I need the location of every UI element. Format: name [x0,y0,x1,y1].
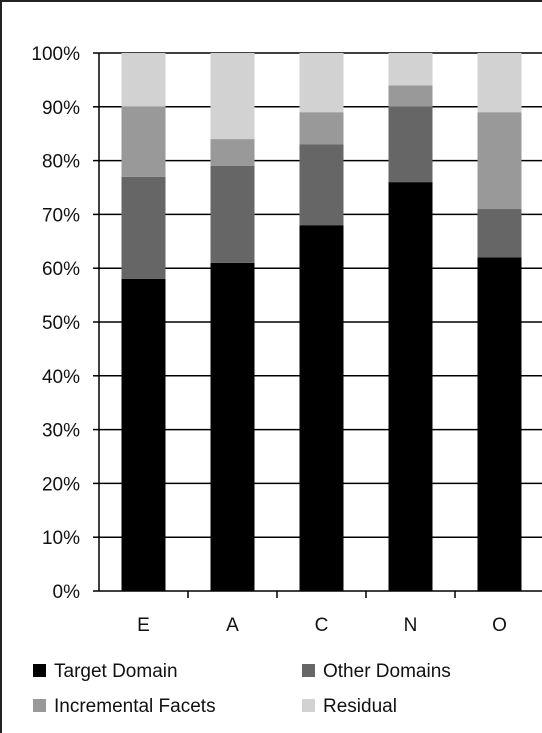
legend-label: Incremental Facets [54,696,216,717]
y-tick-label: 80% [42,152,80,173]
y-tick-label: 40% [42,367,80,388]
bar-o-residual [477,53,522,113]
bar-c-incremental-facets [299,112,344,145]
y-tick-label: 60% [42,259,80,280]
bar-n-target-domain [388,182,433,591]
bar-a-other-domains [210,165,255,263]
bar-e-target-domain [121,278,166,591]
legend-swatch [302,664,315,677]
bar-e-incremental-facets [121,106,166,177]
bar-stack-c [299,53,344,591]
bar-n-incremental-facets [388,85,433,107]
bar-e-other-domains [121,176,166,279]
legend-swatch [33,699,46,712]
bar-c-residual [299,53,344,113]
bar-stack-e [121,53,166,591]
bar-a-residual [210,53,255,140]
bar-c-target-domain [299,225,344,591]
legend-label: Target Domain [54,661,178,682]
bar-stack-o [477,53,522,591]
legend-label: Other Domains [323,661,451,682]
y-tick-label: 10% [42,528,80,549]
bar-stack-n [388,53,433,591]
legend: Target Domain Other Domains Incremental Fa… [33,661,451,717]
bar-o-other-domains [477,209,522,258]
y-tick-label: 90% [42,98,80,119]
legend-item: Target Domain [33,661,178,682]
y-tick-label: 30% [42,421,80,442]
x-tick-label: E [137,615,150,636]
legend-label: Residual [323,696,397,717]
bar-o-incremental-facets [477,112,522,210]
bar-a-target-domain [210,262,255,591]
legend-swatch [33,664,46,677]
legend-swatch [302,699,315,712]
legend-item: Residual [302,696,397,717]
y-axis-tick-labels: 0% 10% 20% 30% 40% 50% 60% 70% 80% 90% 100% [31,44,80,603]
y-tick-label: 70% [42,205,80,226]
bar-n-residual [388,53,433,86]
y-tick-label: 50% [42,313,80,334]
bar-e-residual [121,53,166,107]
bar-n-other-domains [388,106,433,183]
bar-c-other-domains [299,144,344,226]
bars [121,53,522,591]
y-tick-label: 100% [31,44,80,65]
legend-item: Other Domains [302,661,451,682]
axes [93,52,542,598]
legend-item: Incremental Facets [33,696,216,717]
y-tick-label: 20% [42,474,80,495]
x-tick-label: O [492,615,507,636]
x-tick-label: N [404,615,418,636]
x-tick-label: A [226,615,239,636]
bar-stack-a [210,53,255,591]
y-tick-label: 0% [53,582,81,603]
bar-o-target-domain [477,257,522,591]
bar-a-incremental-facets [210,139,255,166]
x-tick-label: C [315,615,329,636]
